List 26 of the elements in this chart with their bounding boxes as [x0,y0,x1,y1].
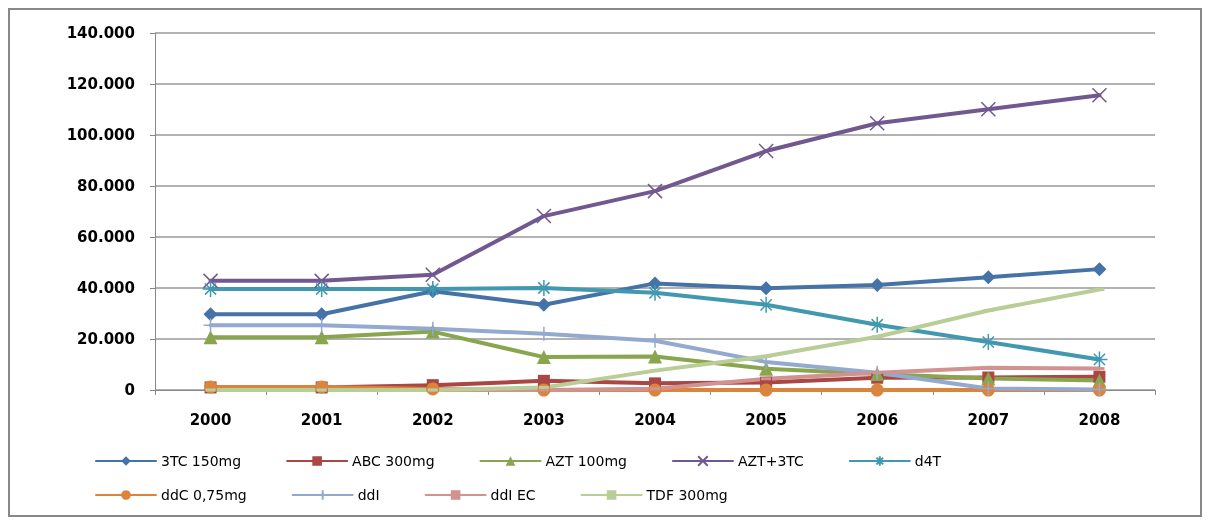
legend-label: AZT+3TC [737,453,805,469]
legend-label: ddC 0,75mg [161,487,247,503]
y-tick-label: 140.000 [66,24,135,42]
x-tick-label: 2007 [967,410,1010,429]
legend-label: ddI EC [490,487,536,503]
x-tick-label: 2003 [523,410,565,429]
legend-label: ddI [357,487,380,503]
y-tick-label: 80.000 [77,177,135,195]
y-tick-label: 40.000 [77,279,135,297]
legend-label: d4T [914,453,942,469]
x-tick-label: 2002 [411,410,454,429]
y-tick-label: 100.000 [66,126,135,144]
x-tick-label: 2008 [1078,410,1121,429]
y-tick-label: 60.000 [77,228,135,246]
x-tick-label: 2006 [856,410,899,429]
y-tick-label: 20.000 [77,330,135,348]
y-tick-label: 120.000 [66,75,135,93]
legend-label: TDF 300mg [645,487,728,503]
legend-label: 3TC 150mg [161,453,242,469]
x-tick-label: 2001 [300,410,343,429]
legend-label: AZT 100mg [545,453,627,469]
x-tick-label: 2005 [745,410,787,429]
x-tick-label: 2004 [634,410,676,429]
legend-label: ABC 300mg [352,453,435,469]
y-tick-label: 0 [124,381,135,399]
x-tick-label: 2000 [189,410,232,429]
